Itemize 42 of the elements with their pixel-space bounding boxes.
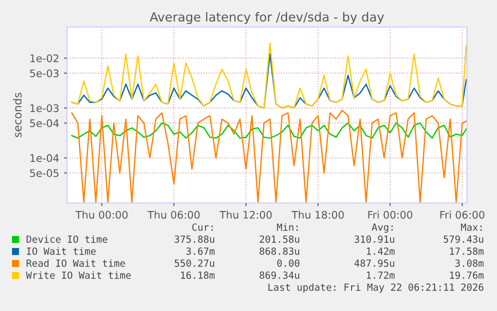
x-tick-label: Thu 12:00 [220, 210, 272, 219]
text: 487.95u [354, 259, 394, 267]
y-tick-label: 1e-02 [30, 54, 58, 62]
legend-label: Write IO Wait time [26, 271, 131, 279]
text: 1.72m [366, 271, 395, 279]
text: Last update: Fri May 22 06:21:11 2026 [268, 283, 484, 293]
text: 1.42m [366, 247, 395, 255]
text: 17.58m [450, 247, 484, 255]
legend-label: Read IO Wait time [26, 259, 125, 267]
x-tick-label: Fri 00:00 [368, 210, 412, 219]
y-axis-title: seconds [13, 92, 22, 138]
text: 0.00 [277, 259, 300, 267]
line-series [71, 110, 467, 203]
y-tick-label: 5e-05 [30, 169, 58, 178]
text: Min: [276, 223, 298, 231]
text: Max: [460, 224, 482, 231]
text: 550.27u [174, 259, 214, 267]
text: 201.58u [260, 235, 300, 243]
y-tick-label: 1e-03 [30, 104, 59, 112]
text: 869.34u [260, 271, 300, 279]
line-series [71, 122, 467, 139]
text: Avg: [372, 224, 393, 233]
y-tick-label: 5e-03 [30, 69, 59, 78]
text: 375.88u [174, 235, 214, 243]
text: 16.18m [181, 271, 215, 279]
legend-label: IO Wait time [26, 247, 96, 255]
x-tick-label: Thu 00:00 [75, 210, 128, 219]
text: 868.83u [260, 247, 300, 255]
chart-title: Average latency for /dev/sda - by day [150, 12, 384, 24]
text: 19.76m [450, 271, 484, 279]
legend-label: Device IO time [26, 235, 108, 243]
text: 3.08m [455, 259, 484, 267]
y-tick-label: 5e-04 [30, 119, 59, 128]
x-tick-label: Fri 06:00 [440, 210, 484, 219]
text: 3.67m [186, 247, 215, 255]
text: 310.91u [354, 235, 394, 243]
y-tick-label: 1e-04 [30, 154, 59, 162]
x-tick-label: Thu 06:00 [147, 210, 200, 219]
text: Cur: [192, 223, 213, 231]
line-series [71, 42, 467, 109]
x-tick-label: Thu 18:00 [292, 210, 344, 219]
text: 579.43u [444, 235, 484, 243]
